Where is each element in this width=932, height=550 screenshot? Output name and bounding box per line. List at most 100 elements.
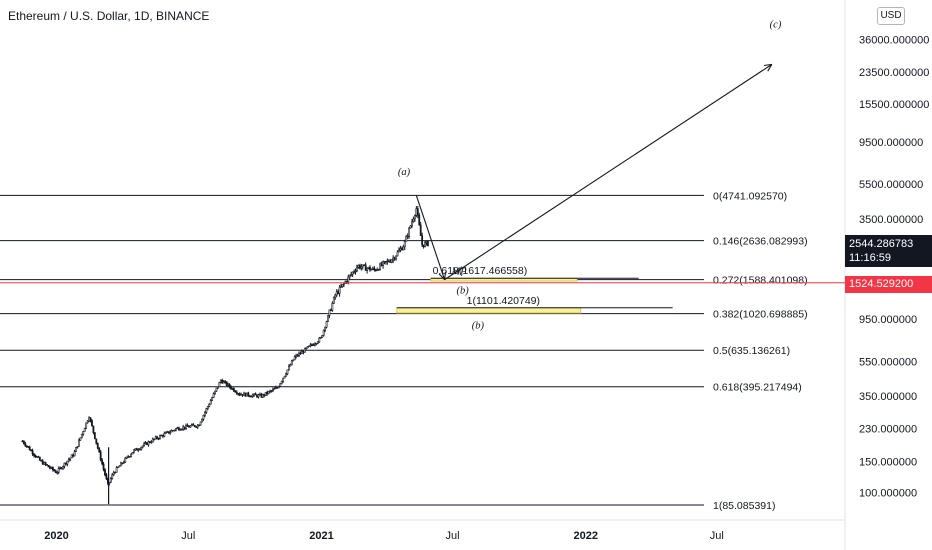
fib-level-label: 0(4741.092570) <box>713 190 787 202</box>
time-tick-label: 2021 <box>309 530 333 542</box>
candle-body <box>79 437 82 441</box>
candle-body <box>389 261 392 263</box>
candle-body <box>263 394 266 396</box>
candle-body <box>396 251 399 257</box>
candle-body <box>266 391 269 394</box>
candle-body <box>402 246 405 251</box>
candle-body <box>144 442 147 444</box>
candle-body <box>305 347 308 349</box>
fib-level-label: 0.272(1588.401098) <box>713 275 808 287</box>
candle-body <box>154 436 157 440</box>
candle-body <box>422 244 425 248</box>
candle-body <box>114 472 117 474</box>
candle-body <box>57 468 60 473</box>
candle-body <box>22 440 25 444</box>
candle-body <box>350 273 353 276</box>
candle-body <box>30 449 33 452</box>
candle-body <box>120 462 122 467</box>
candle-body <box>390 259 393 263</box>
candle-body <box>264 391 267 396</box>
candle-body <box>234 390 237 393</box>
candle-body <box>405 235 408 242</box>
candle-body <box>374 269 377 271</box>
candle-body <box>44 462 47 465</box>
candle-body <box>93 432 96 440</box>
candle-body <box>164 432 167 434</box>
candle-body <box>312 344 315 346</box>
target-zones: 0.618(1617.466558) 1(1101.420749) <box>396 265 673 314</box>
candle-body <box>21 440 24 443</box>
candle-body <box>157 438 160 440</box>
candle-body <box>219 379 222 383</box>
candle-body <box>366 268 369 271</box>
candle-body <box>227 383 229 386</box>
candle-body <box>343 283 345 285</box>
candle-body <box>170 430 173 433</box>
candle-body <box>124 457 127 463</box>
candle-body <box>315 342 318 345</box>
candle-body <box>341 283 344 287</box>
candle-body <box>41 460 44 465</box>
candle-body <box>102 463 105 470</box>
candle-body <box>146 442 148 446</box>
candle-body <box>337 291 340 294</box>
candle-body <box>393 257 396 260</box>
candle-body <box>89 417 92 421</box>
candle-body <box>201 418 203 423</box>
candle-body <box>127 456 130 458</box>
candle-body <box>91 420 93 427</box>
candle-body <box>138 448 141 451</box>
candle-body <box>416 208 419 216</box>
candle-body <box>217 386 219 389</box>
candle-body <box>295 354 298 358</box>
candle-body <box>386 260 389 263</box>
candle-body <box>64 462 67 465</box>
candle-body <box>225 381 228 386</box>
candle-body <box>46 464 48 466</box>
candle-body <box>332 296 335 304</box>
candle-body <box>117 466 119 469</box>
candle-body <box>189 425 192 428</box>
candle-body <box>311 344 313 346</box>
candle-body <box>324 326 327 331</box>
candle-body <box>377 269 380 271</box>
candle-body <box>137 449 140 451</box>
candle-body <box>399 248 402 251</box>
candle-body <box>49 466 51 469</box>
price-tick-label: 230.000000 <box>859 423 917 435</box>
candle-body <box>134 448 137 451</box>
candle-body <box>298 352 300 356</box>
candle-body <box>185 424 187 429</box>
candle-body <box>172 429 174 432</box>
candle-body <box>59 467 61 469</box>
price-tick-label: 550.000000 <box>859 356 917 368</box>
candle-body <box>316 341 319 344</box>
wave-arrowhead <box>438 273 445 281</box>
candle-body <box>231 388 234 390</box>
candle-body <box>345 281 348 283</box>
candle-body <box>130 453 132 457</box>
candle-body <box>96 443 99 449</box>
candle-body <box>131 451 134 455</box>
price-tick-label: 100.000000 <box>859 488 917 500</box>
candle-body <box>279 383 282 387</box>
candle-body <box>269 390 271 392</box>
candle-body <box>56 472 59 474</box>
candle-body <box>175 428 177 431</box>
currency-badge[interactable]: USD <box>877 7 905 25</box>
candle-body <box>246 392 248 397</box>
candle-body <box>140 446 143 450</box>
candle-body <box>224 381 227 383</box>
candle-body <box>301 350 303 354</box>
candle-body <box>427 241 429 247</box>
candle-body <box>289 364 292 367</box>
current-price-badge: 2544.286783 11:16:59 <box>845 235 932 267</box>
target-zone <box>396 307 582 314</box>
fib-level-label: 0.618(395.217494) <box>713 382 802 394</box>
target-zone-label: 0.618(1617.466558) <box>433 265 528 277</box>
candle-body <box>28 446 31 451</box>
price-tick-label: 3500.000000 <box>859 214 923 226</box>
price-tick-label: 5500.000000 <box>859 179 923 191</box>
